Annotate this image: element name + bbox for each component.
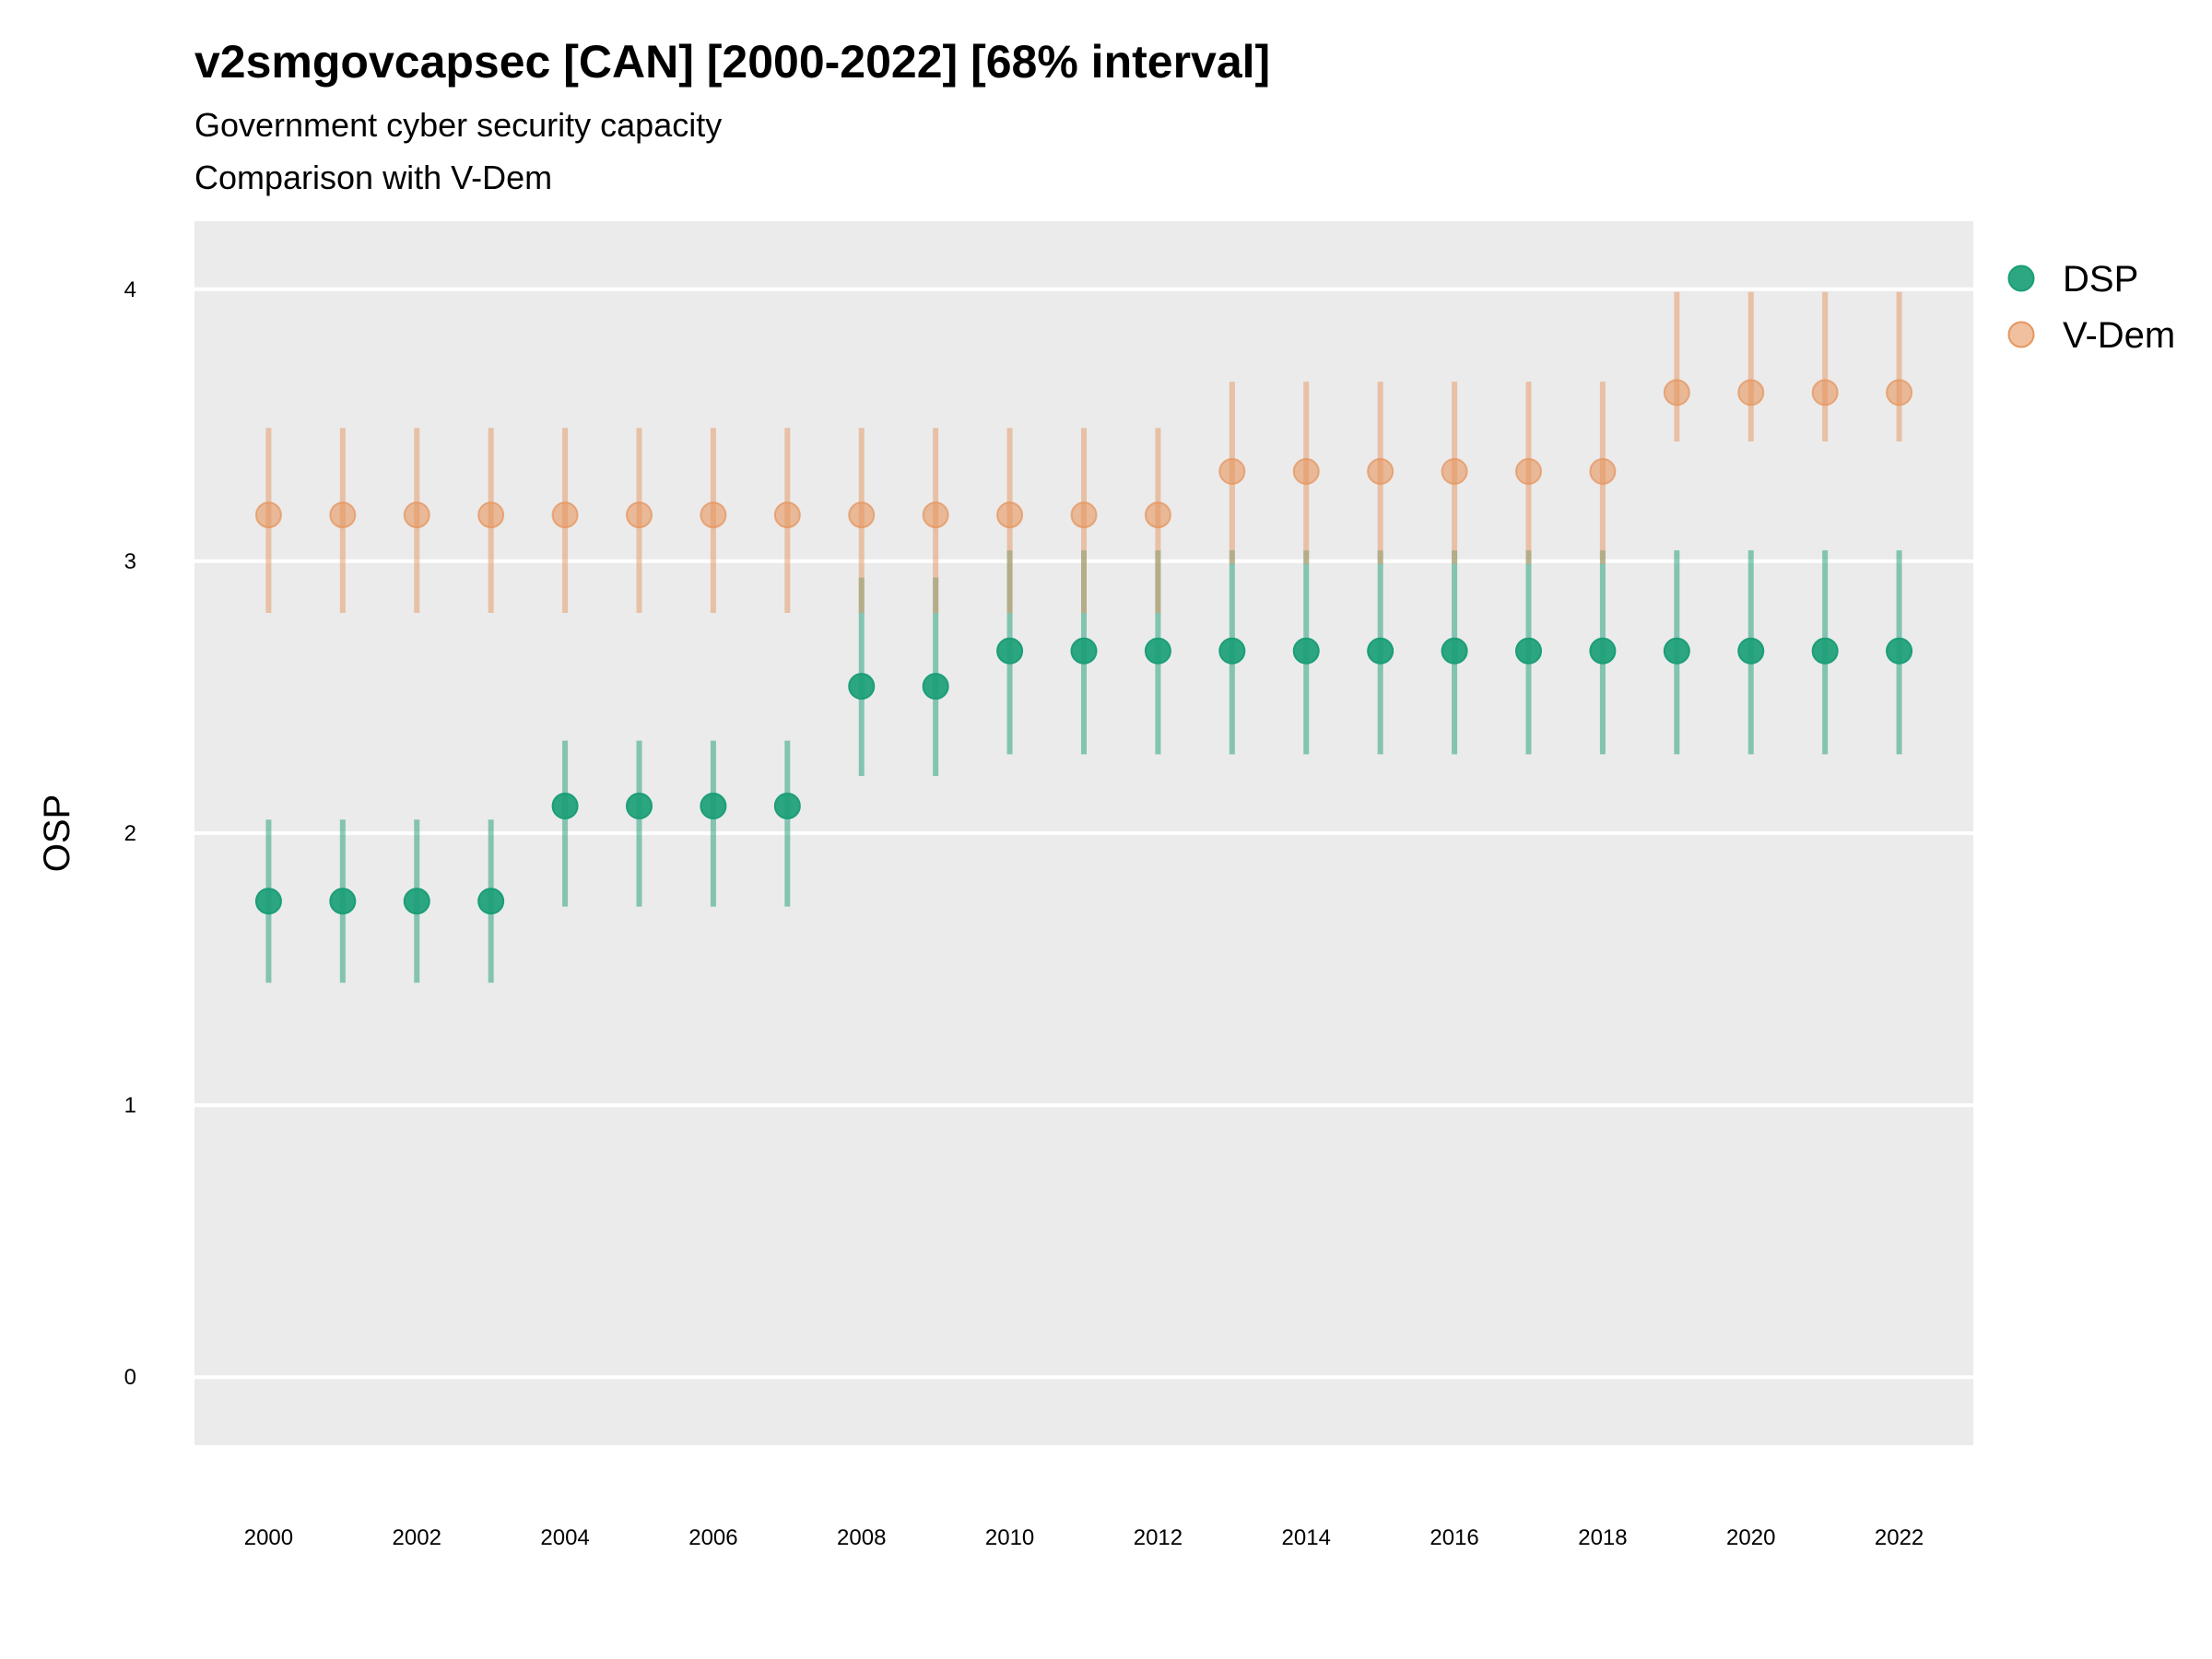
x-tick-label: 2008 xyxy=(837,1525,886,1550)
x-tick-label: 2006 xyxy=(688,1525,737,1550)
v-dem-point xyxy=(848,501,876,529)
dsp-point xyxy=(1070,637,1098,665)
x-tick-label: 2016 xyxy=(1430,1525,1478,1550)
dsp-point xyxy=(996,637,1024,665)
v-dem-point xyxy=(1663,379,1690,406)
v-dem-point xyxy=(626,501,653,529)
v-dem-point xyxy=(1292,458,1320,486)
x-tick-label: 2020 xyxy=(1726,1525,1775,1550)
x-axis-ticks: 2000 2002 2004 2006 2008 2010 2012 2014 2016 2018… xyxy=(244,1525,1924,1550)
dsp-point xyxy=(1441,637,1468,665)
dsp-point xyxy=(848,673,876,700)
dsp-point xyxy=(1515,637,1542,665)
x-tick-label: 2022 xyxy=(1875,1525,1924,1550)
v-dem-point xyxy=(1070,501,1098,529)
v-dem-point xyxy=(403,501,430,529)
chart-subtitle: Government cyber security capacity xyxy=(194,106,723,144)
dsp-point xyxy=(254,888,282,915)
v-dem-point xyxy=(1144,501,1171,529)
dsp-point xyxy=(1811,637,1839,665)
v-dem-point xyxy=(773,501,801,529)
y-axis-title: OSP xyxy=(37,794,77,872)
x-tick-label: 2012 xyxy=(1134,1525,1182,1550)
x-tick-label: 2002 xyxy=(393,1525,441,1550)
v-dem-point xyxy=(329,501,357,529)
v-dem-point xyxy=(996,501,1024,529)
chart-title: v2smgovcapsec [CAN] [2000-2022] [68% int… xyxy=(194,36,1271,88)
x-tick-label: 2014 xyxy=(1282,1525,1331,1550)
v-dem-point xyxy=(477,501,505,529)
dsp-point xyxy=(1663,637,1690,665)
dsp-point xyxy=(1737,637,1765,665)
dsp-point xyxy=(1292,637,1320,665)
y-tick-label: 0 xyxy=(124,1365,136,1390)
legend-swatch-v-dem xyxy=(2007,321,2035,348)
v-dem-point xyxy=(1441,458,1468,486)
v-dem-point xyxy=(700,501,727,529)
legend-label-dsp: DSP xyxy=(2063,259,2138,300)
dsp-point xyxy=(329,888,357,915)
v-dem-point xyxy=(1367,458,1394,486)
legend: DSP V-Dem xyxy=(2007,259,2175,356)
y-tick-label: 2 xyxy=(124,821,136,846)
dsp-point xyxy=(1886,637,1913,665)
chart-subtitle-comparison: Comparison with V-Dem xyxy=(194,159,553,196)
v-dem-point xyxy=(1886,379,1913,406)
dsp-point xyxy=(773,792,801,819)
dsp-point xyxy=(1367,637,1394,665)
v-dem-point xyxy=(1737,379,1765,406)
dsp-point xyxy=(1589,637,1617,665)
x-tick-label: 2010 xyxy=(985,1525,1034,1550)
dsp-point xyxy=(1144,637,1171,665)
v-dem-point xyxy=(551,501,579,529)
dsp-point xyxy=(477,888,505,915)
v-dem-point xyxy=(254,501,282,529)
dsp-point xyxy=(403,888,430,915)
dsp-point xyxy=(626,792,653,819)
dsp-point xyxy=(922,673,949,700)
v-dem-point xyxy=(1589,458,1617,486)
y-tick-label: 3 xyxy=(124,549,136,574)
y-axis-ticks: 0 1 2 3 4 xyxy=(124,277,136,1390)
data-points xyxy=(254,379,1913,915)
dsp-point xyxy=(1218,637,1246,665)
v-dem-point xyxy=(1218,458,1246,486)
x-tick-label: 2004 xyxy=(540,1525,589,1550)
x-tick-label: 2000 xyxy=(244,1525,293,1550)
legend-label-v-dem: V-Dem xyxy=(2063,315,2175,356)
v-dem-point xyxy=(1811,379,1839,406)
v-dem-point xyxy=(1515,458,1542,486)
y-tick-label: 1 xyxy=(124,1093,136,1118)
dsp-point xyxy=(551,792,579,819)
legend-swatch-dsp xyxy=(2007,265,2035,292)
dsp-point xyxy=(700,792,727,819)
v-dem-point xyxy=(922,501,949,529)
x-tick-label: 2018 xyxy=(1578,1525,1627,1550)
y-tick-label: 4 xyxy=(124,277,136,302)
